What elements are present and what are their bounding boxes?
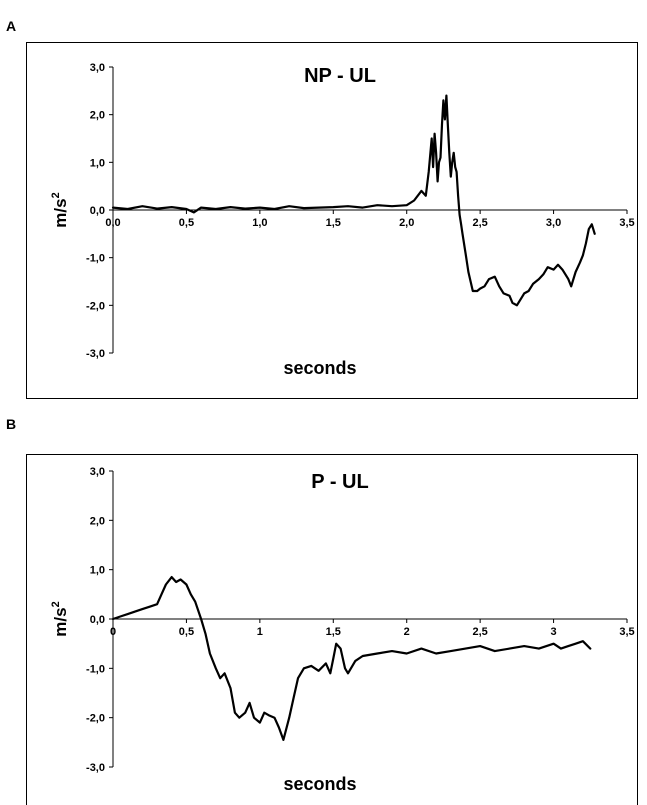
chart-b-x-axis-label: seconds xyxy=(283,774,356,794)
chart-a-y-tick-label: 3,0 xyxy=(90,62,105,74)
chart-a-y-tick-label: 1,0 xyxy=(90,157,105,169)
chart-a-y-tick-label: 0,0 xyxy=(90,205,105,217)
chart-b-y-tick-label: 0,0 xyxy=(90,614,105,626)
chart-a-series-line-0 xyxy=(111,94,596,307)
chart-b-y-axis-label-exponent: 2 xyxy=(50,601,62,607)
chart-b-x-tick-label: 2,5 xyxy=(472,626,487,638)
chart-b-x-tick-label: 1 xyxy=(257,626,263,638)
chart-a-x-axis-label: seconds xyxy=(283,358,356,378)
panel-a-letter: A xyxy=(6,18,17,34)
chart-a-x-tick-label: 1,0 xyxy=(252,217,267,229)
chart-b-x-tick-label: 3 xyxy=(551,626,557,638)
chart-a-y-tick-label: 2,0 xyxy=(90,110,105,122)
chart-a-y-tick-label: -2,0 xyxy=(86,300,105,312)
chart-b-x-tick-label: 0,5 xyxy=(179,626,194,638)
chart-a-y-tick-label: -1,0 xyxy=(86,253,105,265)
chart-a-x-tick-label: 2,5 xyxy=(472,217,487,229)
chart-b-y-tick-label: 2,0 xyxy=(90,515,105,527)
chart-b-y-tick-label: 1,0 xyxy=(90,565,105,577)
chart-b-y-tick-label: -1,0 xyxy=(86,663,105,675)
chart-b-y-axis-label-unit: m/s xyxy=(51,607,70,636)
chart-a: 3,0 2,0 1,0 0,0 -1,0 -2,0 -3,0 0,0 0,5 1,0 1,5 2,0 2… xyxy=(26,42,638,399)
chart-a-title: NP - UL xyxy=(304,65,376,87)
chart-b-y-axis-label: m/s2 xyxy=(50,601,70,636)
chart-a-x-tick-label: 0,5 xyxy=(179,217,194,229)
chart-a-y-axis-label-unit: m/s xyxy=(51,198,70,227)
chart-b-title: P - UL xyxy=(311,471,368,493)
chart-b-series-line-0 xyxy=(111,575,592,742)
chart-a-y-axis-label-exponent: 2 xyxy=(50,192,62,198)
chart-a-frame xyxy=(26,42,638,399)
chart-a-y-axis-label: m/s2 xyxy=(50,192,70,227)
chart-b-x-tick-label: 3,5 xyxy=(619,626,634,638)
chart-b-frame xyxy=(26,454,638,805)
chart-b: 3,0 2,0 1,0 0,0 -1,0 -2,0 -3,0 0 0,5 1 1,5 2 2,5 3 3,5… xyxy=(26,454,638,805)
chart-a-y-tick-label: -3,0 xyxy=(86,348,105,360)
chart-b-y-tick-label: -2,0 xyxy=(86,713,105,725)
chart-a-x-tick-label: 1,5 xyxy=(326,217,341,229)
chart-b-y-tick-label: 3,0 xyxy=(90,466,105,478)
chart-a-x-tick-label: 3,0 xyxy=(546,217,561,229)
chart-b-x-tick-label: 0 xyxy=(110,626,116,638)
chart-a-x-tick-label: 2,0 xyxy=(399,217,414,229)
chart-b-y-tick-label: -3,0 xyxy=(86,762,105,774)
chart-a-x-tick-label: 0,0 xyxy=(105,217,120,229)
chart-b-x-tick-label: 2 xyxy=(404,626,410,638)
chart-a-x-tick-label: 3,5 xyxy=(619,217,634,229)
chart-b-x-tick-label: 1,5 xyxy=(326,626,341,638)
panel-b-letter: B xyxy=(6,416,17,432)
